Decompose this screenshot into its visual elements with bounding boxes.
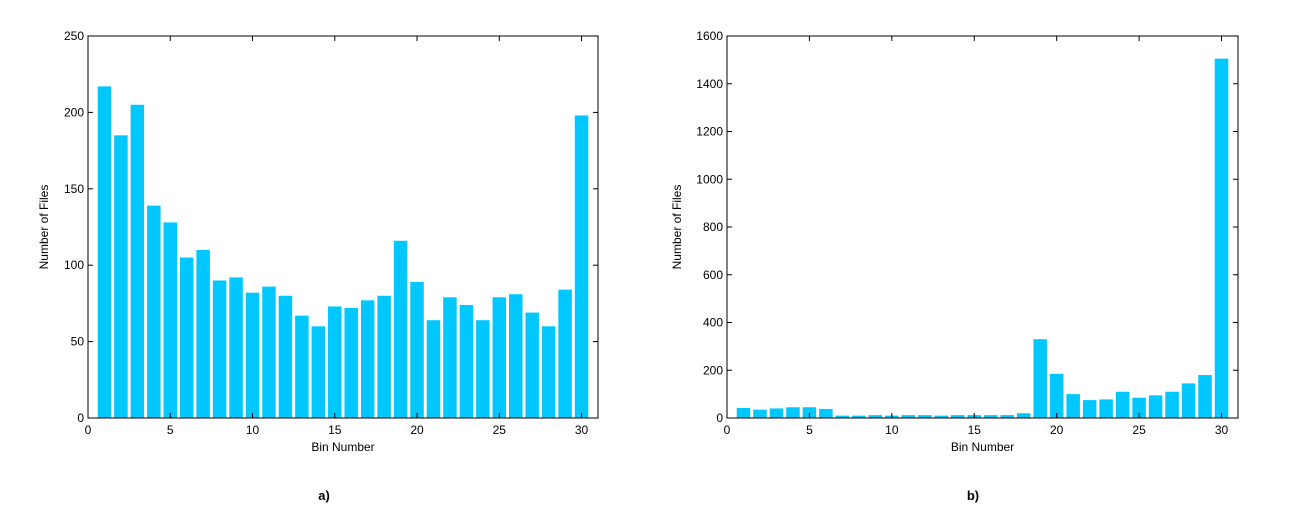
chart-b-bar-23 <box>1099 399 1113 418</box>
chart-a-bar-11 <box>262 286 276 418</box>
chart-b: 0 5 10 15 20 25 30 0 200 400 600 800 1000 1200 1400 160… <box>670 29 1239 503</box>
chart-a-bar-10 <box>245 292 260 418</box>
chart-b-ytick-label: 0 <box>716 411 723 425</box>
chart-b-bar-17 <box>1000 415 1014 418</box>
chart-a-bar-21 <box>426 320 441 418</box>
chart-b-xtick-label: 20 <box>1050 423 1064 437</box>
chart-a-ytick-label: 100 <box>64 258 84 272</box>
chart-a-bar-2 <box>114 135 128 418</box>
chart-a-bar-16 <box>344 307 358 418</box>
chart-a: 0 5 10 15 20 25 30 0 50 100 150 200 250 Bin Number Num… <box>37 29 599 503</box>
chart-a-ytick-label: 250 <box>64 29 84 43</box>
chart-a-bar-22 <box>443 297 457 418</box>
chart-b-ytick-label: 600 <box>703 268 723 282</box>
chart-b-bar-6 <box>819 408 833 418</box>
chart-a-ytick-label: 0 <box>77 411 84 425</box>
chart-b-bar-21 <box>1066 394 1080 419</box>
chart-a-bar-25 <box>492 297 507 418</box>
chart-b-plot-frame <box>726 35 1239 419</box>
chart-a-bar-8 <box>212 280 227 418</box>
chart-b-xlabel: Bin Number <box>951 440 1014 454</box>
chart-a-bar-19 <box>393 240 408 418</box>
chart-a-bar-17 <box>360 300 375 418</box>
chart-b-bar-26 <box>1148 395 1163 418</box>
chart-b-bar-11 <box>901 415 916 418</box>
chart-b-bar-16 <box>983 415 998 418</box>
chart-b-bar-22 <box>1082 400 1097 418</box>
chart-b-bar-20 <box>1049 373 1064 418</box>
chart-a-bar-1 <box>97 86 112 419</box>
chart-b-ytick-label: 800 <box>703 220 723 234</box>
chart-a-caption: a) <box>318 488 330 503</box>
chart-b-bar-12 <box>918 415 932 418</box>
chart-b-ytick-label: 1200 <box>696 125 723 139</box>
chart-b-bar-29 <box>1198 375 1212 418</box>
chart-b-bar-2 <box>753 409 767 418</box>
chart-b-ytick-label: 1000 <box>696 172 723 186</box>
chart-a-xtick-label: 5 <box>167 423 174 437</box>
chart-a-xtick-label: 10 <box>246 423 260 437</box>
chart-a-bar-29 <box>558 289 572 418</box>
chart-a-bar-4 <box>147 205 161 418</box>
chart-b-xtick-label: 15 <box>968 423 982 437</box>
chart-b-bar-27 <box>1165 391 1179 418</box>
chart-b-bar-8 <box>852 415 866 418</box>
chart-a-bar-9 <box>229 277 243 418</box>
chart-a-bar-18 <box>377 295 391 418</box>
chart-a-bar-26 <box>509 294 523 418</box>
chart-a-bar-23 <box>459 304 474 418</box>
chart-b-bar-14 <box>951 415 965 418</box>
chart-b-bar-4 <box>786 407 800 418</box>
chart-a-bar-12 <box>278 295 293 418</box>
chart-b-bar-18 <box>1016 413 1031 418</box>
chart-b-ytick-label: 1400 <box>696 77 723 91</box>
chart-b-bar-30 <box>1214 58 1229 419</box>
chart-b-ytick-label: 1600 <box>696 29 723 43</box>
chart-a-xtick-label: 25 <box>493 423 507 437</box>
chart-a-ylabel: Number of Files <box>37 185 51 270</box>
chart-b-xtick-label: 0 <box>724 423 731 437</box>
chart-b-bar-9 <box>868 415 883 418</box>
chart-b-xtick-label: 10 <box>885 423 899 437</box>
chart-a-bar-20 <box>410 282 424 418</box>
chart-a-ytick-label: 50 <box>71 335 85 349</box>
chart-a-bar-27 <box>525 312 539 418</box>
chart-b-bar-5 <box>802 407 817 418</box>
chart-a-ytick-label: 200 <box>64 105 84 119</box>
chart-a-bar-28 <box>541 326 556 418</box>
chart-b-bar-1 <box>736 407 751 418</box>
chart-b-caption: b) <box>967 488 979 503</box>
chart-b-bar-19 <box>1033 339 1047 418</box>
chart-b-ytick-label: 400 <box>703 316 723 330</box>
chart-a-xtick-label: 0 <box>85 423 92 437</box>
chart-b-xtick-label: 30 <box>1215 423 1229 437</box>
chart-a-bar-13 <box>295 315 309 418</box>
chart-a-xtick-label: 30 <box>575 423 589 437</box>
chart-a-bar-15 <box>328 306 342 418</box>
chart-b-ylabel: Number of Files <box>670 185 684 270</box>
chart-a-bar-24 <box>476 320 490 418</box>
chart-b-ytick-label: 200 <box>703 363 723 377</box>
chart-a-xtick-label: 15 <box>328 423 342 437</box>
chart-a-xtick-label: 20 <box>410 423 424 437</box>
chart-a-bar-7 <box>196 249 210 418</box>
chart-b-bar-24 <box>1115 391 1130 418</box>
chart-b-bar-7 <box>835 415 850 418</box>
chart-a-plot-frame <box>87 35 599 419</box>
chart-a-bar-3 <box>130 104 145 418</box>
chart-a-bar-5 <box>163 222 177 418</box>
chart-a-xlabel: Bin Number <box>311 440 374 454</box>
chart-b-xtick-label: 25 <box>1132 423 1146 437</box>
chart-a-ytick-label: 150 <box>64 182 84 196</box>
chart-b-bar-3 <box>769 408 784 418</box>
chart-b-bar-13 <box>934 415 949 418</box>
chart-b-bar-25 <box>1132 397 1146 418</box>
chart-a-bar-6 <box>179 257 194 418</box>
chart-b-bar-28 <box>1181 383 1196 418</box>
chart-a-bar-14 <box>311 326 326 418</box>
chart-b-xtick-label: 5 <box>806 423 813 437</box>
chart-a-bar-30 <box>574 115 589 419</box>
